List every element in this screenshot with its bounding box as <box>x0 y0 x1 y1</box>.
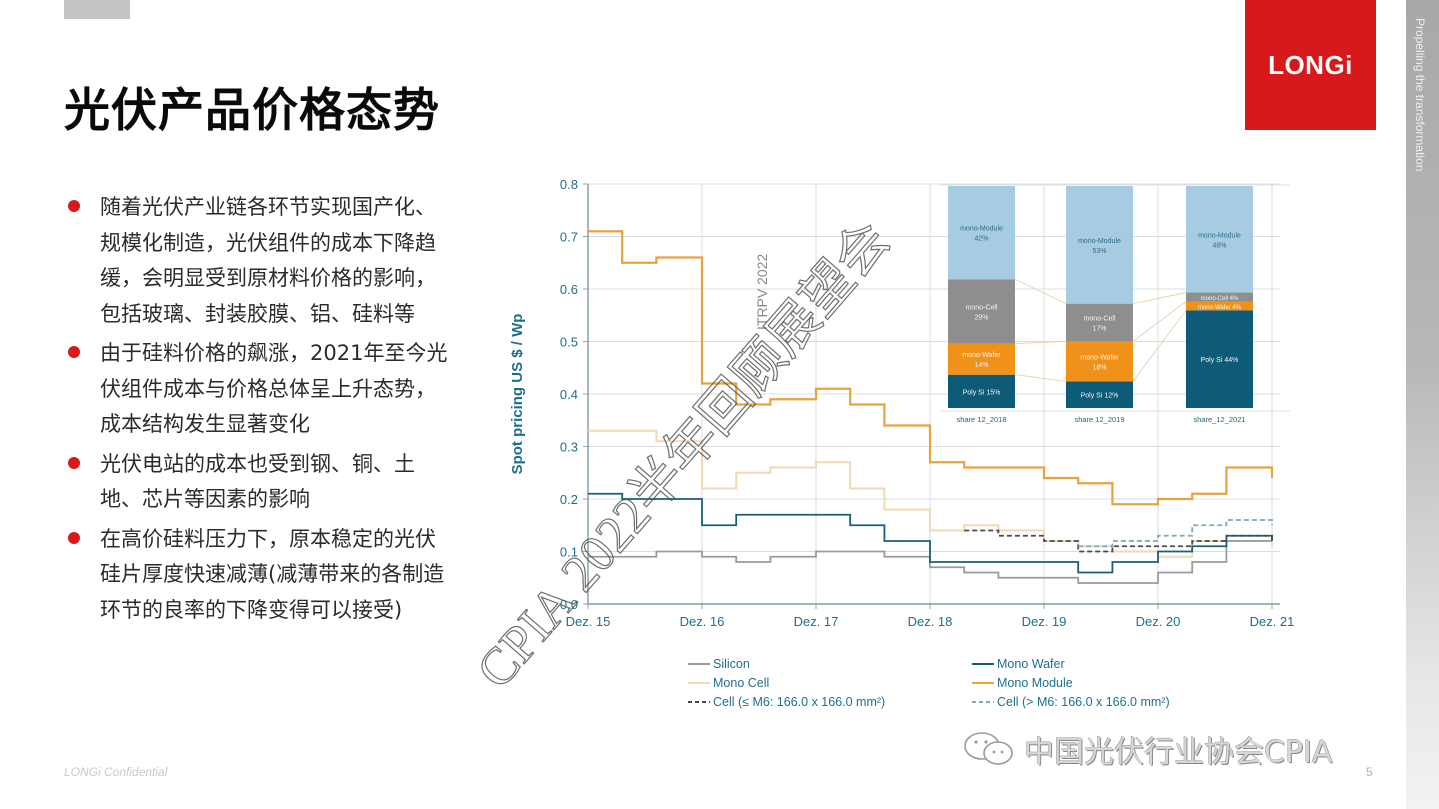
bar-segment-label: 14% <box>974 362 988 369</box>
bar-segment-label: mono-Module <box>1078 238 1121 245</box>
wechat-source-badge: 中国光伏行业协会CPIA <box>962 727 1332 771</box>
y-tick-label: 0.5 <box>560 335 578 350</box>
bar-segment-mono-module <box>1066 186 1133 304</box>
top-header-tab <box>64 0 130 19</box>
price-chart: 0.0 0.1 0.2 0.3 0.4 0.5 0.6 0.7 0.8 Dez. 15 Dez. 1… <box>509 177 1295 709</box>
x-tick-label: Dez. 20 <box>1136 614 1181 629</box>
legend-label: Mono Cell <box>713 676 769 690</box>
bar-segment-poly-si <box>948 374 1015 408</box>
y-tick-label: 0.0 <box>560 597 578 612</box>
x-tick-label: Dez. 15 <box>566 614 611 629</box>
y-axis-title: Spot pricing US $ / Wp <box>509 314 526 475</box>
bar-segment-label: 18% <box>1092 364 1106 371</box>
page-number: 5 <box>1366 765 1373 779</box>
bullet-dot-icon <box>68 531 80 544</box>
bar-segment-label: mono-Cell 4% <box>1201 296 1239 302</box>
bar-category-label: share_12_2021 <box>1193 415 1245 424</box>
bullet-dot-icon <box>68 456 80 469</box>
bullet-list: 随着光伏产业链各环节实现国产化、规模化制造，光伏组件的成本下降趋缓，会明显受到原… <box>64 190 454 632</box>
bar-segment-mono-wafer <box>1066 341 1133 382</box>
series-line-mono-module <box>588 230 1274 506</box>
bar-segment-label: 17% <box>1092 326 1106 333</box>
bar-segment-label: mono-Wafer 4% <box>1198 305 1242 311</box>
bar-segment-label: mono-Module <box>1198 232 1241 239</box>
bar-segment-label: 42% <box>974 236 988 243</box>
bullet-item: 在高价硅料压力下，原本稳定的光伏硅片厚度快速减薄(减薄带来的各制造环节的良率的下… <box>64 522 454 629</box>
bar-segment-label: mono-Wafer <box>1080 354 1119 361</box>
wechat-source-text: 中国光伏行业协会CPIA <box>1024 735 1333 770</box>
bullet-dot-icon <box>68 200 80 212</box>
bar-segment-mono-cell <box>948 279 1015 344</box>
bullet-text: 光伏电站的成本也受到钢、铜、土地、芯片等因素的影响 <box>100 451 415 512</box>
bar-segment-label: 29% <box>974 314 988 321</box>
y-tick-label: 0.6 <box>560 282 578 297</box>
y-tick-label: 0.7 <box>560 230 578 245</box>
legend-label: Mono Module <box>997 676 1073 690</box>
bar-segment-poly-si <box>1186 310 1253 408</box>
y-tick-label: 0.3 <box>560 440 578 455</box>
longi-logo: LONGi <box>1245 0 1376 130</box>
bar-category-label: share 12_2019 <box>1074 415 1124 424</box>
y-tick-label: 0.4 <box>560 387 578 402</box>
bar-segment-label: mono-Cell <box>966 304 998 311</box>
slide-title: 光伏产品价格态势 <box>64 83 440 137</box>
legend-label: Silicon <box>713 657 750 671</box>
series-line-cell-m6-166-0-x-166-0-mm- <box>1078 519 1273 548</box>
x-tick-label: Dez. 19 <box>1022 614 1067 629</box>
bar-segment-label: Poly Si 12% <box>1081 393 1119 400</box>
bar-segment-mono-cell <box>1186 292 1253 302</box>
series-line-mono-wafer <box>588 492 1273 574</box>
bar-category-label: share 12_2018 <box>956 415 1006 424</box>
bar-segment-label: 53% <box>1092 248 1106 255</box>
bullet-item: 光伏电站的成本也受到钢、铜、土地、芯片等因素的影响 <box>64 447 454 518</box>
bullet-item: 由于硅料价格的飙涨，2021年至今光伏组件成本与价格总体呈上升态势，成本结构发生… <box>64 336 454 443</box>
logo-text: LONGi <box>1268 49 1353 80</box>
confidential-footer: LONGi Confidential <box>64 765 168 779</box>
bullet-dot-icon <box>68 346 80 358</box>
y-tick-label: 0.2 <box>560 492 578 507</box>
bullet-text: 由于硅料价格的飙涨，2021年至今光伏组件成本与价格总体呈上升态势，成本结构发生… <box>100 341 448 436</box>
series-line-cell-m6-166-0-x-166-0-mm- <box>964 529 1273 553</box>
bar-segment-mono-wafer <box>948 343 1015 375</box>
x-tick-label: Dez. 21 <box>1250 614 1295 629</box>
bar-segment-label: Poly Si 15% <box>963 389 1001 396</box>
x-tick-label: Dez. 17 <box>794 614 839 629</box>
bar-segment-label: Poly Si 44% <box>1201 357 1239 364</box>
bullet-text: 在高价硅料压力下，原本稳定的光伏硅片厚度快速减薄(减薄带来的各制造环节的良率的下… <box>100 526 445 622</box>
x-tick-label: Dez. 16 <box>680 614 725 629</box>
bar-segment-label: mono-Cell <box>1084 316 1116 323</box>
bar-segment-mono-wafer <box>1186 301 1253 311</box>
legend-label: Mono Wafer <box>997 657 1065 671</box>
y-tick-label: 0.1 <box>560 545 578 560</box>
sidebar-tagline: Propelling the transformation <box>1413 18 1427 172</box>
chart-source-label: ITRPV 2022 <box>754 253 770 330</box>
bar-segment-mono-cell <box>1066 303 1133 342</box>
bar-segment-label: 48% <box>1212 242 1226 249</box>
bullet-text: 随着光伏产业链各环节实现国产化、规模化制造，光伏组件的成本下降趋缓，会明显受到原… <box>100 195 436 326</box>
legend-label: Cell (> M6: 166.0 x 166.0 mm²) <box>997 695 1170 709</box>
legend-label: Cell (≤ M6: 166.0 x 166.0 mm²) <box>713 695 885 709</box>
x-tick-label: Dez. 18 <box>908 614 953 629</box>
bar-segment-label: mono-Wafer <box>962 352 1001 359</box>
bar-segment-poly-si <box>1066 381 1133 408</box>
side-band <box>1406 0 1439 809</box>
bar-segment-label: mono-Module <box>960 226 1003 233</box>
y-tick-label: 0.8 <box>560 177 578 192</box>
wechat-icon <box>964 732 1013 765</box>
bar-segment-mono-module <box>948 186 1015 280</box>
bar-segment-mono-module <box>1186 186 1253 293</box>
bullet-item: 随着光伏产业链各环节实现国产化、规模化制造，光伏组件的成本下降趋缓，会明显受到原… <box>64 190 454 332</box>
